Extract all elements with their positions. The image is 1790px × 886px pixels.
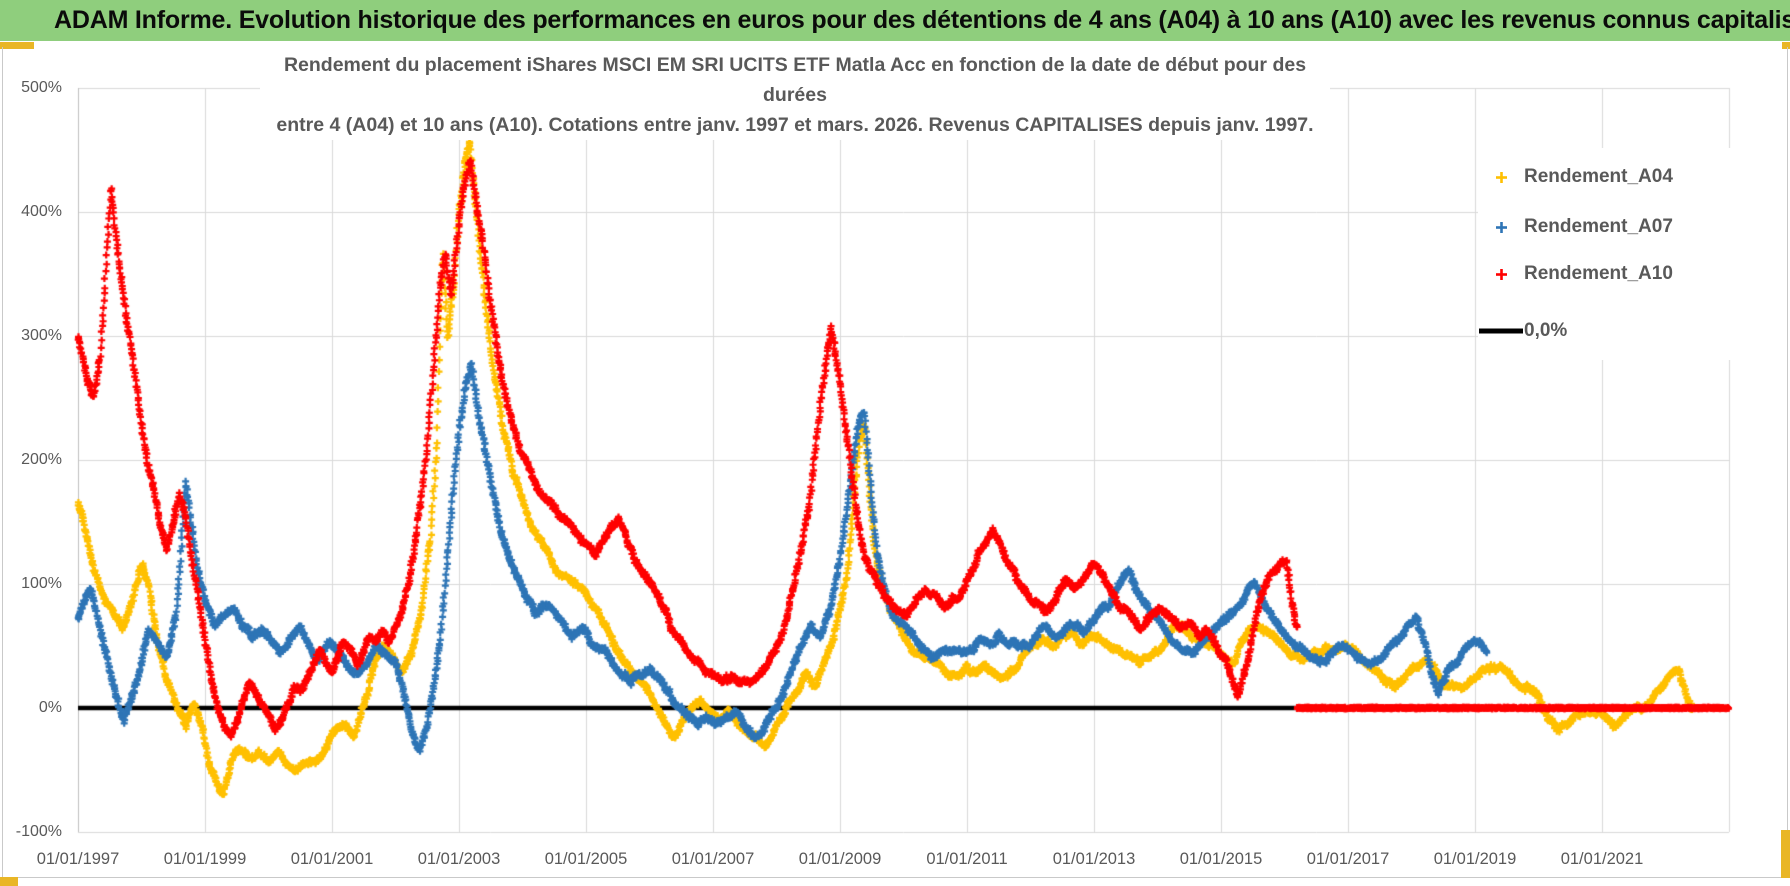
chart-title-line2: entre 4 (A04) et 10 ans (A10). Cotations…: [276, 114, 1314, 136]
y-tick-label: 100%: [21, 575, 62, 592]
y-tick-label: -100%: [15, 823, 62, 840]
x-tick-label: 01/01/1999: [163, 850, 247, 868]
y-tick-label: 300%: [21, 327, 62, 344]
x-tick-label: 01/01/2007: [671, 850, 755, 868]
x-tick-label: 01/01/2019: [1433, 850, 1517, 868]
x-tick-label: 01/01/1997: [36, 850, 120, 868]
x-tick-label: 01/01/2017: [1306, 850, 1390, 868]
gold-accent-bottom-left: [0, 877, 18, 886]
legend-label: Rendement_A04: [1524, 166, 1673, 187]
y-tick-label: 400%: [21, 203, 62, 220]
x-tick-label: 01/01/2015: [1179, 850, 1263, 868]
y-tick-label: 200%: [21, 451, 62, 468]
legend-label: 0,0%: [1524, 320, 1568, 341]
legend-label: Rendement_A10: [1524, 263, 1673, 284]
x-tick-label: 01/01/2021: [1560, 850, 1644, 868]
chart-title: Rendement du placement iShares MSCI EM S…: [260, 50, 1330, 140]
page-border-right: [1787, 47, 1788, 877]
x-tick-label: 01/01/2013: [1052, 850, 1136, 868]
legend-plus-marker-icon: [1478, 171, 1524, 184]
legend-plus-marker-icon: [1478, 268, 1524, 281]
legend-entry-0-0-: 0,0%: [1478, 316, 1567, 346]
x-tick-label: 01/01/2009: [798, 850, 882, 868]
x-tick-label: 01/01/2005: [544, 850, 628, 868]
y-tick-label: 0%: [38, 699, 62, 716]
legend-entry-rendement-a04: Rendement_A04: [1478, 162, 1673, 192]
legend-line-swatch: [1478, 326, 1524, 336]
page-border-left: [2, 47, 3, 877]
x-tick-label: 01/01/2001: [290, 850, 374, 868]
y-tick-label: 500%: [21, 79, 62, 96]
legend-plus-marker-icon: [1478, 221, 1524, 234]
legend-entry-rendement-a10: Rendement_A10: [1478, 259, 1673, 289]
legend-label: Rendement_A07: [1524, 216, 1673, 237]
x-tick-label: 01/01/2011: [926, 850, 1008, 868]
page-border-bottom: [0, 877, 1790, 878]
legend-entry-rendement-a07: Rendement_A07: [1478, 212, 1673, 242]
chart-title-line1: Rendement du placement iShares MSCI EM S…: [283, 54, 1307, 106]
gold-accent-bottom-right: [1781, 830, 1790, 878]
x-tick-label: 01/01/2003: [417, 850, 501, 868]
legend: Rendement_A04 Rendement_A07 Rendement_A10 0…: [1478, 148, 1754, 360]
